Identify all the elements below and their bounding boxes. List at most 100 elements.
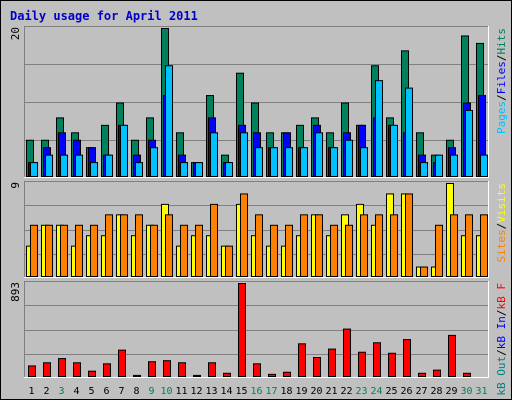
sites-bar — [45, 224, 53, 277]
pages-bar — [210, 132, 218, 178]
pages-bar — [255, 147, 263, 177]
pages-bar — [405, 87, 413, 177]
kb-f-bar — [268, 373, 276, 377]
sites-bar — [375, 214, 383, 277]
legend-separator: / — [495, 55, 508, 62]
sites-bar — [210, 203, 218, 277]
kb-f-bar — [328, 348, 336, 378]
day-label: 29 — [445, 386, 457, 397]
legend-files: Files — [495, 61, 508, 94]
day-label: 18 — [280, 386, 292, 397]
pages-bar — [195, 162, 203, 178]
sites-bar — [465, 214, 473, 277]
pages-bar — [180, 162, 188, 178]
kb-f-bar — [73, 362, 81, 377]
kb-f-bar — [253, 363, 261, 378]
legend-separator: / — [495, 310, 508, 317]
day-label: 13 — [205, 386, 217, 397]
kb-f-bar — [358, 351, 366, 378]
kb-f-bar — [238, 283, 246, 377]
kb-f-bar — [298, 343, 306, 378]
day-label: 28 — [430, 386, 442, 397]
legend-kb_in: kB In — [495, 316, 508, 349]
kb-f-bar — [418, 372, 426, 377]
panel-3-background — [24, 281, 489, 378]
pages-bar — [240, 132, 248, 178]
day-label: 31 — [475, 386, 487, 397]
sites-bar — [480, 214, 488, 277]
sites-bar — [105, 214, 113, 277]
pages-bar — [435, 154, 443, 177]
pages-bar — [90, 162, 98, 178]
sites-bar — [405, 193, 413, 277]
pages-bar — [285, 147, 293, 177]
day-label: 1 — [28, 386, 34, 397]
pages-bar — [105, 154, 113, 177]
sites-bar — [240, 193, 248, 277]
day-label: 19 — [295, 386, 307, 397]
sites-bar — [195, 224, 203, 277]
kb-f-bar — [178, 362, 186, 377]
day-label: 8 — [133, 386, 139, 397]
pages-bar — [315, 132, 323, 178]
day-label: 26 — [400, 386, 412, 397]
sites-bar — [420, 266, 428, 277]
panel-1-y-max-label: 20 — [9, 27, 22, 40]
pages-bar — [75, 154, 83, 177]
panel-3-legend: kB Out/kB In/kB F — [495, 283, 508, 396]
kb-f-bar — [28, 365, 36, 377]
legend-pages: Pages — [495, 101, 508, 134]
kb-f-bar — [163, 360, 171, 378]
day-label: 24 — [370, 386, 382, 397]
kb-f-bar — [343, 328, 351, 377]
day-label: 25 — [385, 386, 397, 397]
sites-bar — [165, 214, 173, 277]
kb-f-bar — [463, 372, 471, 377]
day-label: 10 — [160, 386, 172, 397]
pages-bar — [450, 154, 458, 177]
pages-bar — [225, 162, 233, 178]
kb-f-bar — [448, 334, 456, 378]
panel-1-legend: Pages/Files/Hits — [495, 28, 508, 134]
day-label: 11 — [175, 386, 187, 397]
kb-f-bar — [208, 362, 216, 377]
pages-bar — [270, 147, 278, 177]
legend-separator: / — [495, 349, 508, 356]
sites-bar — [285, 224, 293, 277]
sites-bar — [255, 214, 263, 277]
day-label: 12 — [190, 386, 202, 397]
day-label: 9 — [148, 386, 154, 397]
pages-bar — [480, 154, 488, 177]
pages-bar — [360, 147, 368, 177]
sites-bar — [60, 224, 68, 277]
legend-sites: Sites — [495, 229, 508, 262]
day-label: 3 — [58, 386, 64, 397]
kb-f-bar — [373, 342, 381, 377]
panel-2-legend: Sites/Visits — [495, 183, 508, 263]
kb-f-bar — [283, 371, 291, 378]
kb-f-bar — [58, 358, 66, 378]
pages-bar — [375, 80, 383, 177]
sites-bar — [345, 224, 353, 277]
kb-f-bar — [313, 357, 321, 377]
panel-3-y-max-label: 893 — [9, 282, 22, 302]
day-label: 27 — [415, 386, 427, 397]
sites-bar — [300, 214, 308, 277]
kb-f-bar — [148, 361, 156, 378]
sites-bar — [435, 224, 443, 277]
sites-bar — [120, 214, 128, 277]
kb-f-bar — [433, 369, 441, 378]
legend-separator: / — [495, 94, 508, 101]
day-label: 21 — [325, 386, 337, 397]
day-label: 4 — [73, 386, 79, 397]
sites-bar — [330, 224, 338, 277]
chart-title: Daily usage for April 2011 — [10, 9, 198, 23]
sites-bar — [390, 214, 398, 277]
day-label: 5 — [88, 386, 94, 397]
pages-bar — [135, 162, 143, 178]
panel-2-y-max-label: 9 — [9, 182, 22, 189]
day-label: 22 — [340, 386, 352, 397]
pages-bar — [420, 162, 428, 178]
sites-bar — [90, 224, 98, 277]
